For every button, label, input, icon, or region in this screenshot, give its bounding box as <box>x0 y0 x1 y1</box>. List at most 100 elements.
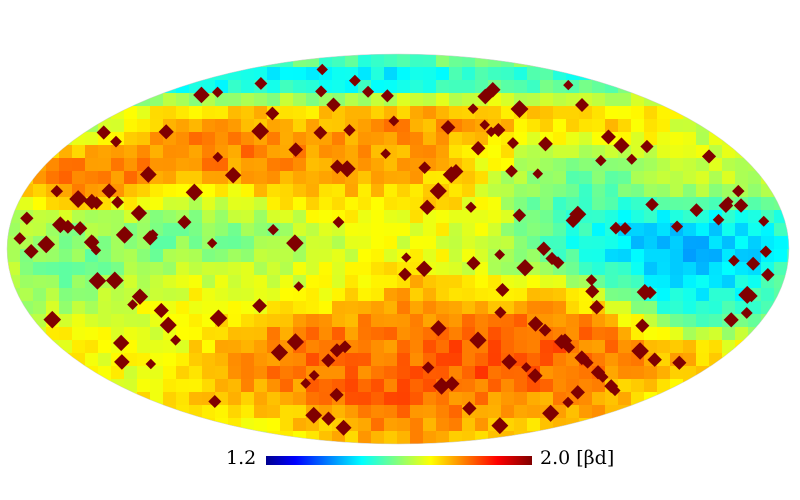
map-pixel <box>163 418 177 432</box>
map-pixel <box>254 405 268 419</box>
map-pixel <box>709 93 723 107</box>
map-pixel <box>85 431 99 444</box>
map-pixel <box>514 54 528 68</box>
map-pixel <box>592 171 606 185</box>
map-pixel <box>449 314 463 328</box>
map-pixel <box>124 379 138 393</box>
map-pixel <box>423 275 437 289</box>
map-pixel <box>787 418 789 432</box>
map-pixel <box>462 314 476 328</box>
map-pixel <box>33 171 47 185</box>
masked-pixel <box>142 230 158 246</box>
map-pixel <box>670 288 684 302</box>
map-pixel <box>228 340 242 354</box>
map-pixel <box>306 158 320 172</box>
map-pixel <box>59 54 73 68</box>
map-pixel <box>371 288 385 302</box>
map-pixel <box>423 236 437 250</box>
map-pixel <box>748 119 762 133</box>
map-pixel <box>605 431 619 444</box>
map-pixel <box>137 379 151 393</box>
map-pixel <box>241 171 255 185</box>
map-pixel <box>436 223 450 237</box>
map-pixel <box>85 379 99 393</box>
map-pixel <box>787 145 789 159</box>
map-pixel <box>215 327 229 341</box>
map-pixel <box>293 80 307 94</box>
masked-pixel <box>211 86 224 98</box>
map-pixel <box>150 93 164 107</box>
map-pixel <box>20 223 34 237</box>
map-pixel <box>475 288 489 302</box>
map-pixel <box>670 93 684 107</box>
map-pixel <box>241 223 255 237</box>
masked-pixel <box>153 302 169 319</box>
map-pixel <box>7 314 21 328</box>
map-pixel <box>33 106 47 120</box>
map-pixel <box>410 93 424 107</box>
map-pixel <box>540 184 554 198</box>
map-pixel <box>670 314 684 328</box>
map-pixel <box>605 249 619 263</box>
map-pixel <box>137 67 151 81</box>
map-pixel <box>449 106 463 120</box>
map-pixel <box>553 158 567 172</box>
map-pixel <box>657 145 671 159</box>
map-pixel <box>748 132 762 146</box>
map-pixel <box>514 288 528 302</box>
map-pixel <box>137 314 151 328</box>
map-pixel <box>787 392 789 406</box>
map-pixel <box>540 158 554 172</box>
map-pixel <box>436 262 450 276</box>
map-pixel <box>410 327 424 341</box>
masked-pixel <box>330 159 345 174</box>
map-pixel <box>501 392 515 406</box>
map-pixel <box>228 392 242 406</box>
map-outline <box>6 53 790 445</box>
map-pixel <box>631 275 645 289</box>
map-pixel <box>98 223 112 237</box>
map-pixel <box>592 249 606 263</box>
map-pixel <box>605 119 619 133</box>
map-pixel <box>696 236 710 250</box>
map-pixel <box>98 366 112 380</box>
map-pixel <box>566 288 580 302</box>
map-pixel <box>293 197 307 211</box>
map-pixel <box>267 132 281 146</box>
map-pixel <box>215 132 229 146</box>
map-pixel <box>488 275 502 289</box>
map-pixel <box>449 418 463 432</box>
map-pixel <box>683 392 697 406</box>
map-pixel <box>319 301 333 315</box>
map-pixel <box>748 353 762 367</box>
map-pixel <box>332 236 346 250</box>
map-pixel <box>475 158 489 172</box>
map-pixel <box>748 392 762 406</box>
map-pixel <box>254 145 268 159</box>
map-pixel <box>150 158 164 172</box>
map-pixel <box>761 145 775 159</box>
map-pixel <box>267 145 281 159</box>
map-pixel <box>527 145 541 159</box>
masked-pixel <box>265 106 280 121</box>
map-pixel <box>280 301 294 315</box>
map-pixel <box>722 379 736 393</box>
map-pixel <box>293 67 307 81</box>
map-pixel <box>189 314 203 328</box>
map-pixel <box>696 67 710 81</box>
map-pixel <box>46 275 60 289</box>
map-pixel <box>592 54 606 68</box>
masked-pixel <box>170 334 182 346</box>
map-pixel <box>150 210 164 224</box>
map-pixel <box>436 106 450 120</box>
map-pixel <box>787 210 789 224</box>
map-pixel <box>59 184 73 198</box>
map-pixel <box>371 210 385 224</box>
map-pixel <box>228 431 242 444</box>
map-pixel <box>618 171 632 185</box>
map-pixel <box>540 314 554 328</box>
map-pixel <box>46 379 60 393</box>
map-pixel <box>592 184 606 198</box>
map-pixel <box>774 93 788 107</box>
map-pixel <box>540 340 554 354</box>
